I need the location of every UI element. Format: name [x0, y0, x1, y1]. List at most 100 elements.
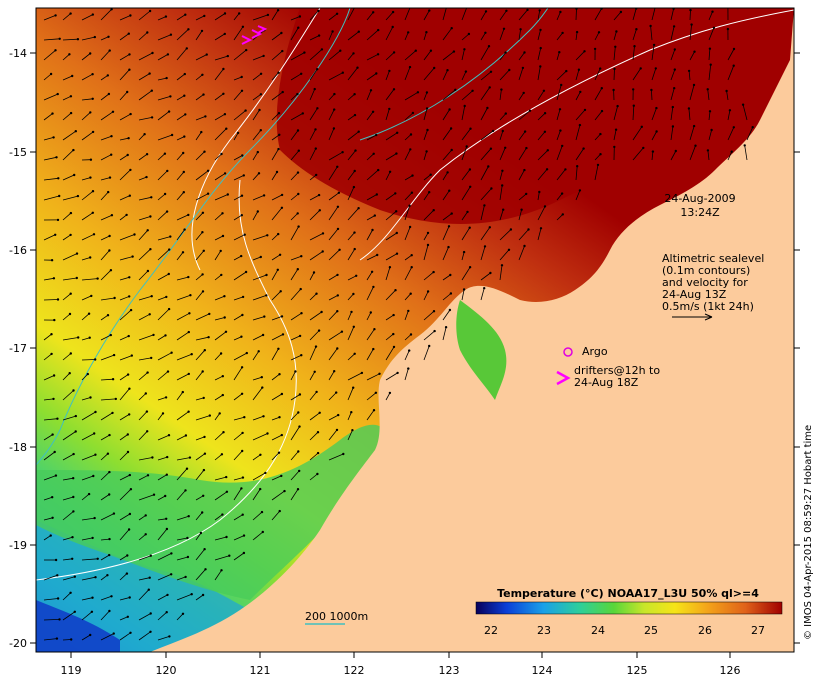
- velocity-arrow-head: [409, 133, 413, 136]
- velocity-arrow: [461, 49, 465, 61]
- velocity-arrow: [195, 594, 204, 601]
- velocity-arrow-head: [298, 334, 302, 338]
- velocity-arrow: [689, 125, 695, 141]
- velocity-arrow-head: [127, 528, 131, 531]
- velocity-arrow: [252, 195, 265, 201]
- velocity-arrow-head: [164, 494, 167, 498]
- velocity-arrow-head: [539, 46, 542, 50]
- velocity-arrow-head: [183, 72, 186, 76]
- velocity-arrow: [290, 73, 302, 81]
- velocity-arrow-head: [167, 110, 171, 113]
- velocity-arrow: [157, 397, 167, 401]
- velocity-arrow-head: [68, 53, 71, 56]
- velocity-arrow: [442, 274, 451, 281]
- velocity-arrow: [138, 176, 147, 181]
- velocity-arrow-head: [521, 66, 525, 70]
- velocity-arrow: [214, 413, 221, 421]
- velocity-arrow-head: [318, 209, 321, 212]
- velocity-arrow-head: [394, 289, 397, 292]
- velocity-arrow-head: [261, 386, 264, 389]
- velocity-arrow: [81, 576, 96, 581]
- velocity-arrow: [385, 392, 391, 401]
- velocity-arrow: [176, 537, 188, 541]
- velocity-arrow: [176, 435, 187, 441]
- velocity-arrow-head: [487, 45, 491, 48]
- velocity-arrow-head: [69, 12, 72, 15]
- velocity-arrow: [119, 529, 130, 541]
- velocity-arrow-head: [357, 130, 360, 133]
- velocity-arrow: [43, 93, 58, 101]
- velocity-arrow: [575, 91, 581, 101]
- velocity-arrow-head: [463, 104, 466, 108]
- velocity-arrow: [43, 137, 54, 141]
- velocity-arrow: [499, 170, 503, 181]
- velocity-arrow-head: [73, 173, 76, 177]
- velocity-arrow: [651, 151, 654, 161]
- velocity-arrow-head: [152, 333, 155, 337]
- velocity-arrow-head: [92, 233, 96, 236]
- velocity-arrow-head: [93, 35, 97, 39]
- velocity-arrow-head: [577, 68, 581, 71]
- velocity-arrow: [271, 194, 283, 201]
- velocity-arrow: [100, 574, 108, 581]
- velocity-arrow: [43, 451, 55, 461]
- velocity-arrow: [157, 594, 168, 601]
- velocity-arrow: [176, 411, 189, 421]
- velocity-arrow: [328, 128, 335, 141]
- velocity-arrow: [214, 68, 224, 81]
- velocity-arrow-head: [523, 244, 526, 248]
- velocity-arrow-head: [278, 133, 281, 136]
- velocity-arrow: [404, 112, 414, 121]
- velocity-arrow: [43, 234, 56, 241]
- velocity-arrow-head: [223, 172, 227, 175]
- velocity-arrow: [556, 70, 567, 81]
- velocity-arrow: [138, 393, 147, 401]
- velocity-arrow-head: [416, 91, 420, 94]
- velocity-arrow-head: [53, 450, 56, 454]
- velocity-arrow: [119, 33, 130, 41]
- velocity-arrow: [195, 250, 205, 261]
- velocity-arrow-head: [501, 129, 504, 133]
- velocity-arrow: [43, 15, 56, 21]
- velocity-arrow: [423, 10, 430, 21]
- velocity-arrow-head: [730, 150, 733, 153]
- velocity-arrow-head: [131, 255, 134, 258]
- velocity-arrow-head: [94, 410, 97, 414]
- velocity-arrow-head: [203, 349, 206, 352]
- velocity-arrow-head: [108, 433, 111, 437]
- velocity-arrow: [138, 295, 152, 301]
- velocity-arrow-head: [315, 173, 318, 177]
- velocity-arrow: [385, 11, 394, 21]
- velocity-arrow: [214, 93, 224, 101]
- velocity-arrow: [499, 113, 507, 121]
- velocity-arrow: [328, 13, 338, 21]
- velocity-arrow: [480, 205, 485, 221]
- velocity-arrow-head: [301, 112, 304, 115]
- velocity-arrow-head: [428, 9, 431, 12]
- velocity-arrow: [195, 15, 205, 21]
- velocity-arrow: [518, 52, 525, 61]
- velocity-arrow-head: [241, 313, 244, 317]
- velocity-arrow: [62, 13, 71, 21]
- velocity-arrow: [138, 577, 150, 581]
- velocity-arrow: [328, 228, 339, 241]
- velocity-arrow: [518, 29, 521, 41]
- velocity-arrow-head: [616, 104, 619, 108]
- velocity-arrow-head: [410, 266, 413, 269]
- velocity-arrow: [423, 174, 431, 181]
- velocity-arrow: [575, 166, 578, 181]
- velocity-arrow-head: [296, 268, 299, 271]
- velocity-arrow: [670, 26, 675, 41]
- velocity-arrow-head: [429, 173, 432, 176]
- velocity-arrow-head: [615, 30, 618, 33]
- velocity-arrow: [290, 371, 296, 381]
- y-tick-18: -18: [9, 441, 800, 454]
- velocity-arrow: [62, 149, 74, 161]
- velocity-arrow: [138, 313, 150, 321]
- velocity-arrow: [366, 348, 374, 361]
- velocity-arrow: [100, 453, 109, 461]
- velocity-arrow: [632, 126, 643, 141]
- velocity-arrow: [688, 108, 691, 121]
- velocity-arrow-head: [454, 88, 457, 92]
- velocity-arrow: [328, 370, 335, 381]
